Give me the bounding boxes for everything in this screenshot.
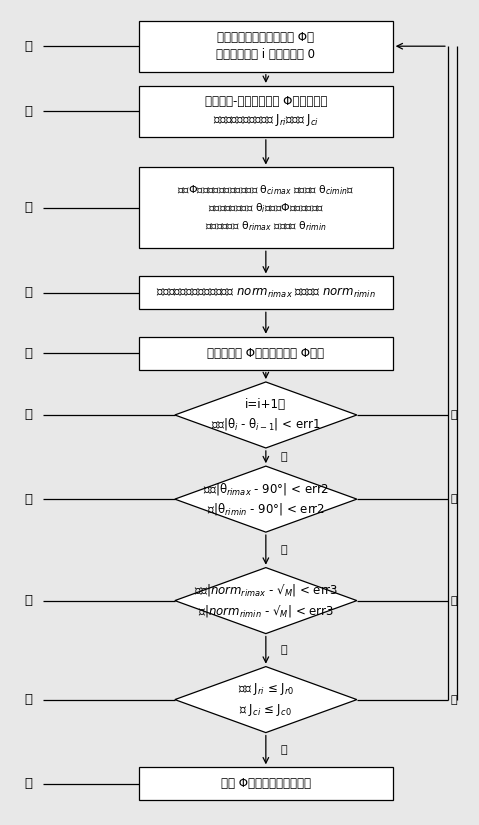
Text: 九: 九: [25, 693, 33, 706]
Text: 二: 二: [25, 105, 33, 118]
Bar: [139, 21, 393, 72]
Text: 是: 是: [280, 544, 287, 555]
Text: i=i+1，
判断|θ$_i$ - θ$_{i-1}$| < err1: i=i+1， 判断|θ$_i$ - θ$_{i-1}$| < err1: [211, 398, 320, 431]
Text: 是: 是: [280, 452, 287, 462]
Bar: [139, 337, 393, 370]
Text: 计算各行的模，取出其最大值 $norm_{rimax}$ 和最小值 $norm_{rimin}$: 计算各行的模，取出其最大值 $norm_{rimax}$ 和最小值 $norm_…: [156, 285, 376, 300]
Text: 矩阵 Φ即是优化的高斯矩阵: 矩阵 Φ即是优化的高斯矩阵: [221, 777, 311, 790]
Text: 五: 五: [25, 346, 33, 360]
Polygon shape: [175, 382, 357, 448]
Text: 否: 否: [450, 695, 457, 705]
Text: 三: 三: [25, 201, 33, 214]
Text: 否: 否: [450, 494, 457, 504]
Text: 以哈尔克-贝拉检验计算 Φ各列和各行
不服从高斯分布的行数 J$_{ri}$和列数 J$_{ci}$: 以哈尔克-贝拉检验计算 Φ各列和各行 不服从高斯分布的行数 J$_{ri}$和列…: [205, 95, 327, 128]
Bar: [139, 767, 393, 800]
Text: 判断 J$_{ri}$ ≤ J$_{r0}$
与 J$_{ci}$ ≤ J$_{c0}$: 判断 J$_{ri}$ ≤ J$_{r0}$ 与 J$_{ci}$ ≤ J$_{…: [238, 681, 294, 718]
Text: 判断|$norm_{rimax}$ - √$_M$| < err3
与|$norm_{rimin}$ - √$_M$| < err3: 判断|$norm_{rimax}$ - √$_M$| < err3 与|$nor…: [194, 582, 338, 619]
Text: 七: 七: [25, 493, 33, 506]
Text: 否: 否: [450, 410, 457, 420]
Text: 否: 否: [450, 596, 457, 606]
Text: 六: 六: [25, 408, 33, 422]
Text: 十: 十: [25, 777, 33, 790]
Text: 是: 是: [280, 745, 287, 755]
Text: 正交规范化 Φ各行，单位化 Φ各列: 正交规范化 Φ各行，单位化 Φ各列: [207, 346, 324, 360]
Bar: [139, 167, 393, 248]
Text: 八: 八: [25, 594, 33, 607]
Text: 是: 是: [280, 645, 287, 655]
Text: 生成独立同分布高斯矩阵 Φ，
设定迭代次数 i 的初始值为 0: 生成独立同分布高斯矩阵 Φ， 设定迭代次数 i 的初始值为 0: [217, 31, 315, 61]
Polygon shape: [175, 568, 357, 634]
Polygon shape: [175, 466, 357, 532]
Text: 一: 一: [25, 40, 33, 53]
Bar: [139, 276, 393, 309]
Text: 计算Φ各列夹角，取出其最大值 θ$_{cimax}$ 和最小值 θ$_{cimin}$，
并计算两者的差值 θ$_i$。计算Φ各行间夹角，
取出其最大值 θ$_: 计算Φ各列夹角，取出其最大值 θ$_{cimax}$ 和最小值 θ$_{cimi…: [177, 183, 354, 233]
Bar: [139, 86, 393, 137]
Text: 判断|θ$_{rimax}$ - 90°| < err2
与|θ$_{rimin}$ - 90°| < err2: 判断|θ$_{rimax}$ - 90°| < err2 与|θ$_{rimin…: [203, 481, 329, 517]
Text: 四: 四: [25, 286, 33, 299]
Polygon shape: [175, 667, 357, 733]
